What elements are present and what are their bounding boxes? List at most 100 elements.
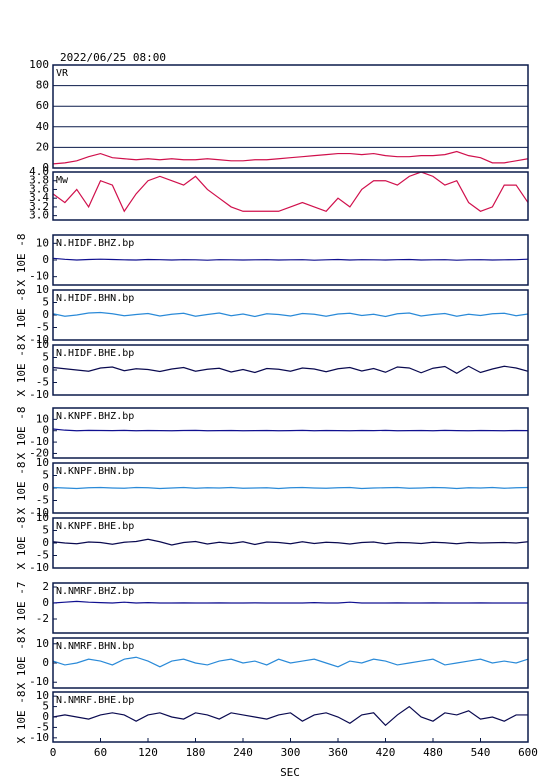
y-tick-label: 0: [42, 253, 49, 266]
y-tick-label: -5: [36, 376, 49, 389]
y-tick-label: 4.0: [29, 165, 49, 178]
y-axis-label: X 10E -8: [15, 637, 28, 690]
y-tick-label: 5: [42, 296, 49, 309]
data-line: [53, 538, 528, 546]
data-line: [53, 365, 528, 374]
y-tick-label: 10: [36, 412, 49, 425]
panel-label: N.KNPF.BHZ.bp: [56, 411, 134, 422]
y-axis-label: X 10E -7: [15, 582, 28, 635]
data-line: [53, 172, 528, 213]
x-tick-label: 600: [518, 746, 538, 759]
y-tick-label: 40: [36, 120, 49, 133]
y-tick-label: -20: [29, 446, 49, 459]
panel-label: N.HIDF.BHZ.bp: [56, 238, 134, 249]
x-tick-label: 180: [186, 746, 206, 759]
y-tick-label: -10: [29, 270, 49, 283]
y-tick-label: -5: [36, 321, 49, 334]
y-tick-label: 60: [36, 99, 49, 112]
y-tick-label: 3.0: [29, 209, 49, 222]
panel-label: N.NMRF.BHN.bp: [56, 641, 134, 652]
y-tick-label: 0: [42, 596, 49, 609]
panel-label: N.KNPF.BHE.bp: [56, 521, 134, 532]
y-tick-label: 5: [42, 351, 49, 364]
data-line: [53, 428, 528, 432]
data-line: [53, 600, 528, 604]
y-tick-label: 2: [42, 580, 49, 593]
panel-frame: [52, 517, 529, 569]
x-tick-label: 300: [281, 746, 301, 759]
y-tick-label: 3.8: [29, 174, 49, 187]
y-tick-label: 3.6: [29, 182, 49, 195]
data-line: [53, 656, 528, 668]
y-tick-label: 0: [42, 424, 49, 437]
y-tick-label: 0: [42, 308, 49, 321]
y-tick-label: 10: [36, 236, 49, 249]
y-tick-label: -10: [29, 388, 49, 401]
y-axis-label: X 10E -8: [15, 344, 28, 397]
y-tick-label: 3.4: [29, 191, 49, 204]
y-tick-label: 5: [42, 524, 49, 537]
y-tick-label: 0: [42, 536, 49, 549]
y-tick-label: 5: [42, 700, 49, 713]
y-tick-label: 100: [29, 58, 49, 71]
x-tick-label: 360: [328, 746, 348, 759]
x-tick-label: 120: [138, 746, 158, 759]
panel-frame: [52, 234, 529, 286]
x-tick-label: 0: [50, 746, 57, 759]
y-axis-label: X 10E -8: [15, 691, 28, 744]
panel-frame: [52, 171, 529, 221]
y-tick-label: -5: [36, 494, 49, 507]
panel-label: Mw: [56, 175, 69, 186]
panel-frame: [52, 344, 529, 396]
x-tick-label: 240: [233, 746, 253, 759]
y-tick-label: 10: [36, 456, 49, 469]
y-tick-label: 3.2: [29, 200, 49, 213]
y-tick-label: 20: [36, 140, 49, 153]
panel-frame: [52, 289, 529, 341]
y-axis-label: X 10E -8: [15, 234, 28, 287]
y-tick-label: 0: [42, 363, 49, 376]
chart-title: 2022/06/25 08:00: [60, 51, 166, 64]
y-tick-label: -5: [36, 720, 49, 733]
y-tick-label: 10: [36, 511, 49, 524]
data-line: [53, 705, 528, 727]
panel-frame: [52, 582, 529, 634]
y-tick-label: -10: [29, 561, 49, 574]
x-tick-label: 480: [423, 746, 443, 759]
panel-frame: [52, 637, 529, 689]
panel-label: VR: [56, 68, 69, 79]
y-tick-label: 10: [36, 637, 49, 650]
panel-frame: [52, 64, 529, 169]
y-tick-label: 0: [42, 710, 49, 723]
x-tick-label: 60: [94, 746, 107, 759]
y-tick-label: -2: [36, 612, 49, 625]
y-tick-label: -5: [36, 549, 49, 562]
y-tick-label: 0: [42, 161, 49, 174]
y-axis-label: X 10E -8: [15, 289, 28, 342]
x-tick-label: 420: [376, 746, 396, 759]
panel-label: N.HIDF.BHE.bp: [56, 348, 134, 359]
y-tick-label: -10: [29, 435, 49, 448]
x-tick-label: 540: [471, 746, 491, 759]
y-tick-label: 5: [42, 469, 49, 482]
panel-label: N.NMRF.BHZ.bp: [56, 586, 134, 597]
data-line: [53, 257, 528, 261]
y-tick-label: -10: [29, 333, 49, 346]
panel-label: N.HIDF.BHN.bp: [56, 293, 134, 304]
data-line: [53, 311, 528, 318]
panel-frame: [52, 407, 529, 459]
y-tick-label: 80: [36, 79, 49, 92]
data-line: [53, 486, 528, 490]
panel-label: N.NMRF.BHE.bp: [56, 695, 134, 706]
data-line: [53, 150, 528, 165]
y-tick-label: 0: [42, 481, 49, 494]
x-axis-label: SEC: [280, 766, 300, 779]
y-tick-label: 0: [42, 656, 49, 669]
y-axis-label: X 10E -8: [15, 407, 28, 460]
y-tick-label: -10: [29, 731, 49, 744]
panel-label: N.KNPF.BHN.bp: [56, 466, 134, 477]
y-axis-label: X 10E -8: [15, 517, 28, 570]
y-tick-label: 10: [36, 338, 49, 351]
panel-frame: [52, 462, 529, 514]
